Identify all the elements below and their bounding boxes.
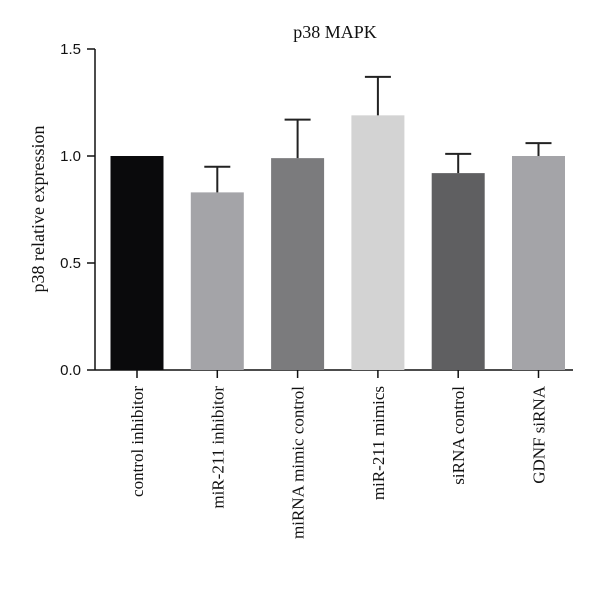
bar	[512, 156, 565, 370]
x-tick-label: GDNF siRNA	[530, 385, 549, 483]
bar	[190, 192, 244, 370]
x-tick-label: siRNA control	[449, 386, 468, 485]
y-axis-title: p38 relative expression	[28, 126, 48, 293]
bar	[271, 158, 325, 370]
x-tick-label: miRNA mimic control	[289, 386, 308, 539]
chart-title: p38 MAPK	[293, 22, 377, 42]
x-tick-label: control inhibitor	[128, 386, 147, 497]
x-tick-label: miR-211 inhibitor	[208, 386, 227, 509]
x-tick-label: miR-211 mimics	[369, 386, 388, 500]
y-tick-label: 1.5	[60, 41, 81, 58]
bar	[351, 115, 405, 370]
y-tick-label: 0.5	[60, 255, 81, 272]
y-tick-label: 0.0	[60, 362, 81, 379]
bar	[431, 173, 485, 370]
y-tick-label: 1.0	[60, 148, 81, 165]
plot-area: 0.0 0.5 1.0 1.5 control inhibitor miR-211 inh…	[60, 41, 573, 539]
bar	[110, 156, 164, 370]
